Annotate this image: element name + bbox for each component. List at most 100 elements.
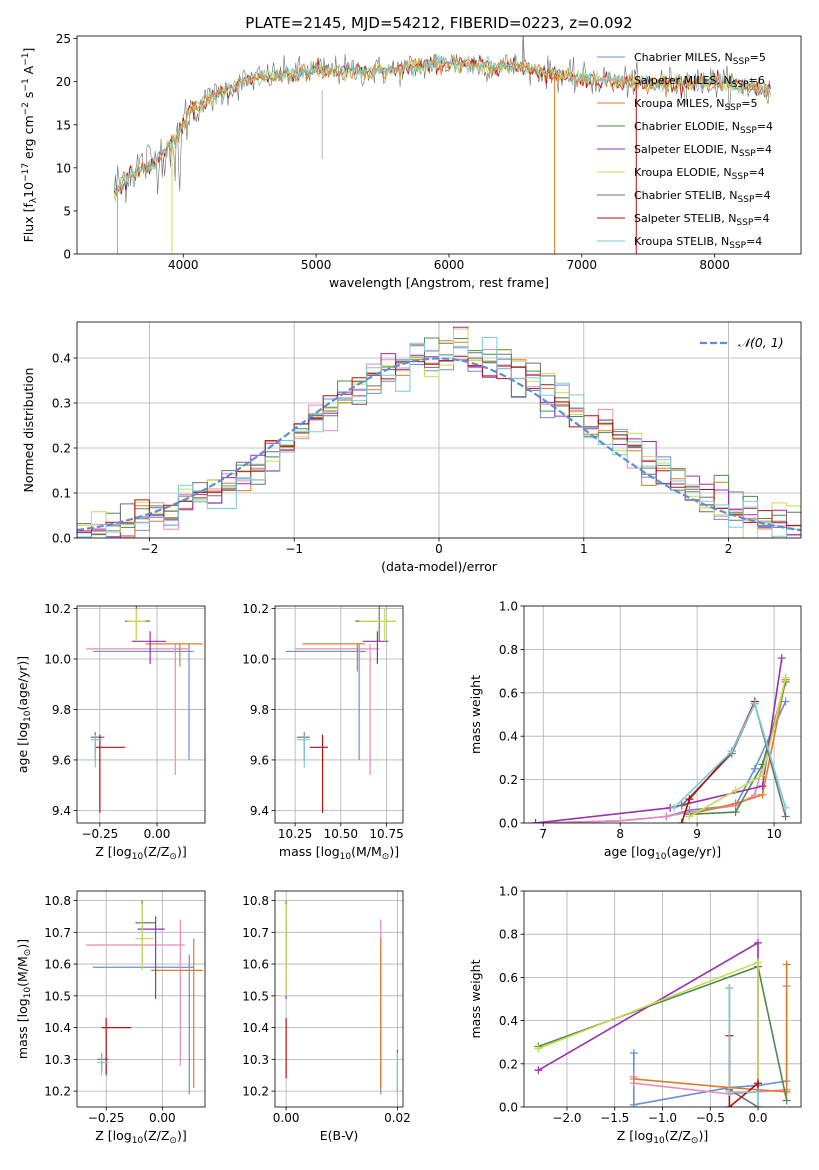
age-vs-z-frame xyxy=(76,605,206,824)
x-tick-label: 6000 xyxy=(434,258,465,272)
series-marker-chabrier_miles xyxy=(750,764,759,773)
x-tick-label: −1 xyxy=(285,542,303,556)
y-tick-label: 10.0 xyxy=(242,652,269,666)
series-marker-kroupa_miles xyxy=(758,790,767,799)
x-tick-label: 8 xyxy=(616,827,624,841)
series-marker-kroupa_miles xyxy=(782,960,791,969)
mass-vs-ebv-axes: 0.00 0.02 10.2 10.3 10.4 10.5 10.6 10.7 10.8 E(B-… xyxy=(242,890,411,1143)
spectrum-frame xyxy=(76,35,802,255)
y-tick-label: 9.6 xyxy=(250,753,269,767)
mass-weight-vs-z-axes: −2.0 −1.5 −1.0 −0.5 0.0 0.0 0.2 0.4 0.6 0.8 1.0 Z [… xyxy=(468,885,802,1146)
y-tick-label: 15 xyxy=(56,118,71,132)
x-axis-label: wavelength [Angstrom, rest frame] xyxy=(329,275,549,290)
residual-legend: 𝒩(0, 1) xyxy=(700,335,784,350)
series-marker-salpeter_stelib xyxy=(677,819,686,823)
legend-label: Salpeter MILES, NSSP=6 xyxy=(634,74,765,90)
spectrum-model-salpeter_stelib xyxy=(113,55,771,195)
legend-label: Salpeter ELODIE, NSSP=4 xyxy=(634,143,772,159)
legend-label: 𝒩(0, 1) xyxy=(738,335,784,350)
y-tick-label: 10 xyxy=(56,161,71,175)
series-marker-kroupa_elodie xyxy=(731,786,740,795)
series-marker-kroupa_stelib xyxy=(754,1087,763,1096)
y-tick-label: 10.2 xyxy=(242,1085,269,1099)
legend-label: Chabrier ELODIE, NSSP=4 xyxy=(634,120,773,136)
x-tick-label: 0.0 xyxy=(748,1111,767,1125)
residuals-axes: −2 −1 0 1 2 0.0 0.1 0.2 0.3 0.4 (data-model)/error… xyxy=(21,321,802,574)
y-tick-label: 10.2 xyxy=(44,602,71,616)
age-vs-z-plot-area xyxy=(77,606,205,823)
x-tick-label: −2.0 xyxy=(552,1111,581,1125)
normal-curve xyxy=(77,357,801,532)
y-tick-label: 9.4 xyxy=(250,804,269,818)
series-line-kroupa_stelib xyxy=(728,988,759,1107)
x-tick-label: 0.00 xyxy=(273,1111,300,1125)
series-marker-kroupa_miles xyxy=(629,1074,638,1083)
series-marker-chabrier_stelib xyxy=(677,801,686,810)
series-marker-kroupa_miles xyxy=(731,799,740,808)
x-tick-label: 10.50 xyxy=(324,827,358,841)
mass-vs-z-axes: −0.25 0.00 10.2 10.3 10.4 10.5 10.6 10.7 10.8 Z [… xyxy=(15,890,206,1146)
spectrum-title: PLATE=2145, MJD=54212, FIBERID=0223, z=0… xyxy=(245,14,632,32)
y-tick-label: 0.4 xyxy=(499,1014,518,1028)
mass-weight-vs-age-grid xyxy=(524,606,801,823)
series-marker-salpeter_elodie xyxy=(754,938,763,947)
series-marker-kroupa_stelib xyxy=(727,747,736,756)
y-tick-label: 10.7 xyxy=(44,926,71,940)
series-marker-salpeter_stelib xyxy=(754,1079,763,1088)
series-marker-kroupa_stelib xyxy=(754,1103,763,1107)
y-tick-label: 0.3 xyxy=(52,397,71,411)
x-tick-label: 2 xyxy=(725,542,733,556)
y-tick-label: 10.7 xyxy=(242,926,269,940)
mass-vs-ebv-grid xyxy=(275,891,403,1107)
mass-vs-ebv-plot-area xyxy=(275,891,403,1107)
x-axis-label: (data-model)/error xyxy=(381,559,498,574)
residual-hist-kroupa_stelib xyxy=(77,337,801,538)
series-marker-chabrier_miles xyxy=(781,697,790,706)
y-tick-label: 0.2 xyxy=(499,773,518,787)
y-tick-label: 5 xyxy=(63,204,71,218)
series-marker-kroupa_elodie xyxy=(781,673,790,682)
age-vs-mass-plot-area xyxy=(275,606,403,823)
y-tick-label: 0.1 xyxy=(52,487,71,501)
series-line-salpeter_elodie xyxy=(537,941,759,1092)
series-marker-salpeter_stelib xyxy=(685,795,694,804)
y-tick-label: 10.3 xyxy=(242,1053,269,1067)
y-axis-label: Normed distribution xyxy=(21,368,36,493)
y-tick-label: 9.8 xyxy=(52,703,71,717)
legend-label: Chabrier STELIB, NSSP=4 xyxy=(634,189,771,205)
y-tick-label: 10.4 xyxy=(44,1021,71,1035)
series-marker-kroupa_stelib xyxy=(670,803,679,812)
mass-vs-z-plot-area xyxy=(77,891,205,1107)
series-marker-salpeter_miles xyxy=(616,816,625,823)
spectrum-data-line xyxy=(113,36,771,204)
series-marker-chabrier_miles xyxy=(629,1100,638,1107)
legend-label: Kroupa ELODIE, NSSP=4 xyxy=(634,166,765,182)
y-tick-label: 0.6 xyxy=(499,971,518,985)
spectrum-model-kroupa_stelib xyxy=(113,53,771,200)
y-axis-label: mass weight xyxy=(468,959,483,1038)
series-line-salpeter_stelib xyxy=(680,701,756,823)
spectrum-plot-area xyxy=(113,36,771,254)
series-marker-salpeter_miles xyxy=(662,812,671,821)
x-tick-label: 8000 xyxy=(699,258,730,272)
x-tick-label: 0.02 xyxy=(384,1111,411,1125)
y-tick-label: 0.4 xyxy=(499,730,518,744)
y-tick-label: 0.0 xyxy=(499,1101,518,1115)
mass-vs-z-frame xyxy=(76,890,206,1108)
x-tick-label: 9 xyxy=(693,827,701,841)
series-marker-salpeter_elodie xyxy=(534,1066,543,1075)
x-tick-label: −1.0 xyxy=(648,1111,677,1125)
x-axis-label: mass [log10(M/M⊙)] xyxy=(279,844,399,862)
series-marker-chabrier_elodie xyxy=(782,1096,791,1105)
x-axis-label: Z [log10(Z/Z⊙)] xyxy=(95,1128,186,1146)
age-vs-z-grid xyxy=(77,606,205,823)
age-vs-z-axes: −0.25 0.00 9.4 9.6 9.8 10.0 10.2 Z [log10(Z/Z⊙)… xyxy=(15,602,206,862)
y-tick-label: 0 xyxy=(63,248,71,262)
x-tick-label: 0.00 xyxy=(149,1111,176,1125)
series-line-kroupa_stelib xyxy=(673,701,787,809)
series-marker-kroupa_stelib xyxy=(725,984,734,993)
y-tick-label: 0.0 xyxy=(499,817,518,831)
y-axis-label: Flux [fλ10−17 erg cm−2 s−1 A−1] xyxy=(21,48,39,243)
x-tick-label: −2 xyxy=(141,542,159,556)
x-tick-label: −0.25 xyxy=(81,827,118,841)
